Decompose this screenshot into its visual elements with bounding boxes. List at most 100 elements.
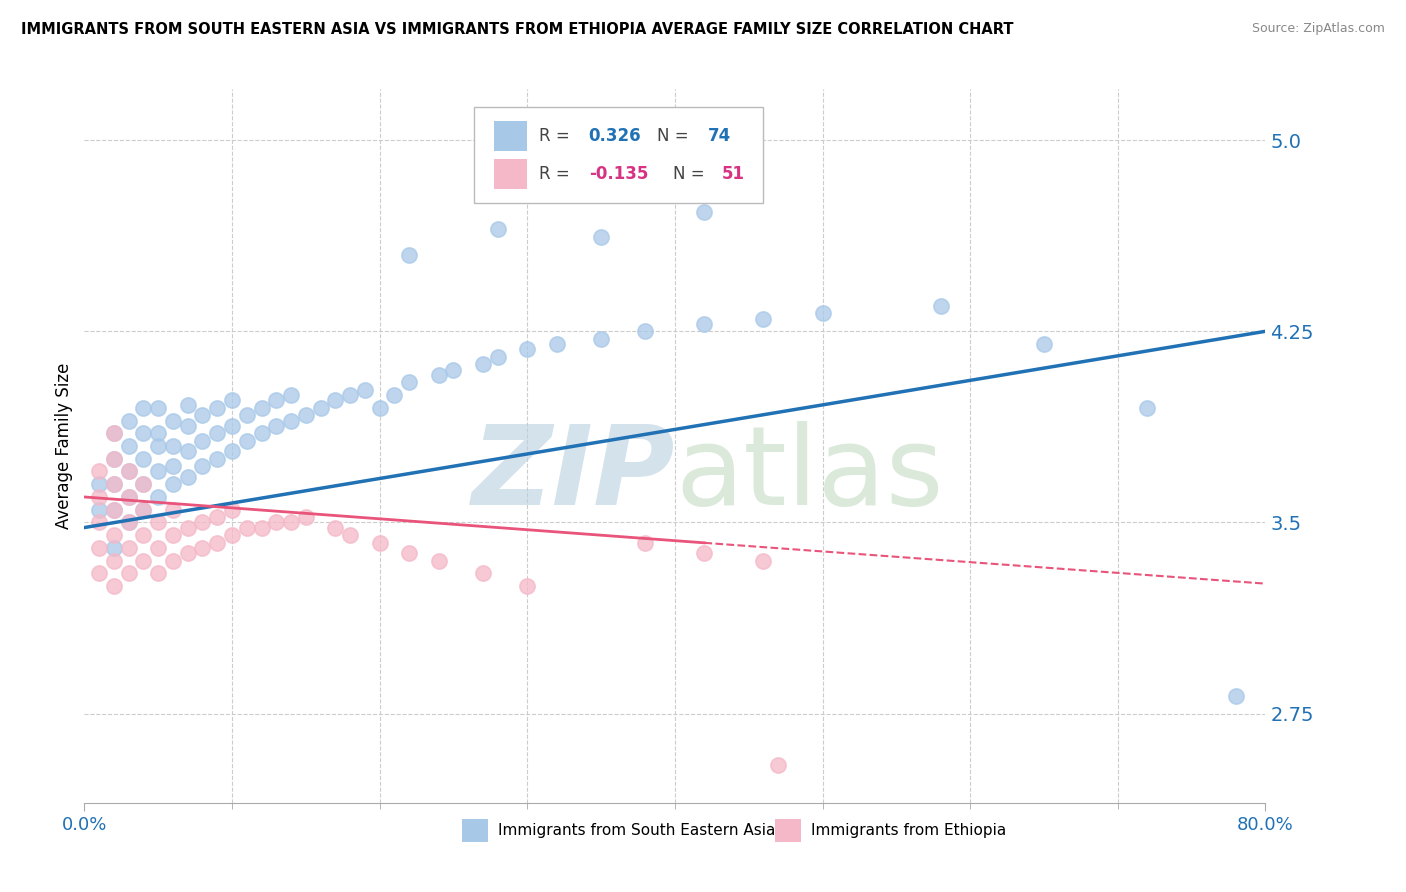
Point — [368, 536, 391, 550]
Point — [103, 477, 125, 491]
Point — [87, 465, 111, 479]
Point — [236, 409, 259, 423]
Point — [118, 413, 141, 427]
Point — [1033, 337, 1056, 351]
Point — [118, 490, 141, 504]
Text: atlas: atlas — [675, 421, 943, 528]
Point — [266, 418, 288, 433]
Point — [148, 490, 170, 504]
Point — [162, 502, 184, 516]
Point — [266, 393, 288, 408]
Point — [382, 388, 406, 402]
FancyBboxPatch shape — [494, 121, 527, 152]
Text: N =: N = — [672, 165, 710, 183]
Point — [177, 469, 200, 483]
Point — [325, 520, 347, 534]
Point — [118, 465, 141, 479]
Point — [148, 465, 170, 479]
Point — [191, 459, 214, 474]
Point — [162, 477, 184, 491]
Point — [103, 426, 125, 441]
Point — [118, 566, 141, 581]
Point — [87, 541, 111, 555]
Point — [103, 541, 125, 555]
Point — [1136, 401, 1159, 415]
Point — [87, 516, 111, 530]
Text: N =: N = — [657, 128, 695, 145]
Point — [398, 546, 420, 560]
Point — [207, 426, 229, 441]
Point — [516, 342, 538, 356]
Point — [177, 444, 200, 458]
Point — [118, 541, 141, 555]
Point — [339, 388, 361, 402]
Text: 0.326: 0.326 — [589, 128, 641, 145]
Text: Immigrants from Ethiopia: Immigrants from Ethiopia — [811, 823, 1005, 838]
Point — [118, 490, 141, 504]
Point — [236, 520, 259, 534]
Text: Source: ZipAtlas.com: Source: ZipAtlas.com — [1251, 22, 1385, 36]
Point — [929, 299, 952, 313]
Point — [693, 204, 716, 219]
Text: 51: 51 — [723, 165, 745, 183]
Point — [87, 502, 111, 516]
Point — [752, 554, 775, 568]
Point — [634, 324, 657, 338]
Point — [266, 516, 288, 530]
Point — [162, 413, 184, 427]
Point — [118, 439, 141, 453]
Point — [546, 337, 568, 351]
Point — [148, 541, 170, 555]
Point — [148, 426, 170, 441]
Point — [207, 510, 229, 524]
Point — [207, 451, 229, 466]
Point — [103, 451, 125, 466]
Point — [103, 502, 125, 516]
Point — [103, 477, 125, 491]
Point — [591, 332, 613, 346]
Point — [398, 376, 420, 390]
Point — [191, 434, 214, 448]
Point — [191, 541, 214, 555]
Text: Immigrants from South Eastern Asia: Immigrants from South Eastern Asia — [498, 823, 775, 838]
Point — [162, 459, 184, 474]
Point — [250, 520, 273, 534]
Point — [339, 528, 361, 542]
Point — [191, 516, 214, 530]
Point — [132, 528, 155, 542]
Text: R =: R = — [538, 128, 575, 145]
Point — [132, 401, 155, 415]
Point — [118, 516, 141, 530]
FancyBboxPatch shape — [775, 819, 801, 842]
Point — [472, 566, 495, 581]
Point — [427, 368, 450, 382]
Point — [280, 388, 302, 402]
Y-axis label: Average Family Size: Average Family Size — [55, 363, 73, 529]
Point — [148, 439, 170, 453]
Point — [354, 383, 377, 397]
Point — [162, 439, 184, 453]
Point — [162, 554, 184, 568]
Point — [280, 516, 302, 530]
Point — [486, 222, 509, 236]
FancyBboxPatch shape — [463, 819, 488, 842]
Point — [1225, 689, 1247, 703]
Text: 74: 74 — [709, 128, 731, 145]
Point — [148, 516, 170, 530]
Text: ZIP: ZIP — [471, 421, 675, 528]
Point — [177, 398, 200, 412]
Point — [309, 401, 332, 415]
Point — [221, 502, 243, 516]
Point — [768, 757, 790, 772]
FancyBboxPatch shape — [474, 107, 763, 203]
Point — [132, 502, 155, 516]
Point — [177, 546, 200, 560]
Point — [221, 418, 243, 433]
Point — [516, 579, 538, 593]
Point — [132, 451, 155, 466]
Point — [103, 528, 125, 542]
Point — [368, 401, 391, 415]
Point — [132, 477, 155, 491]
Point — [207, 536, 229, 550]
Point — [295, 409, 318, 423]
